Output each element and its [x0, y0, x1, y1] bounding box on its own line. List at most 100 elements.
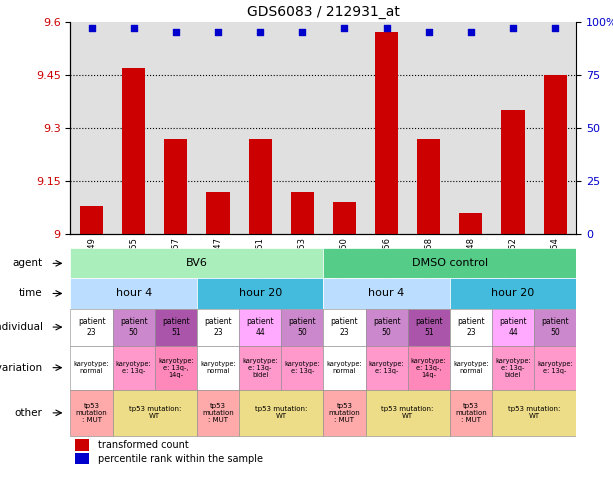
Text: karyotype:
e: 13q-,
14q-: karyotype: e: 13q-, 14q-: [158, 357, 194, 378]
Bar: [197, 309, 239, 346]
Text: percentile rank within the sample: percentile rank within the sample: [98, 454, 263, 464]
Bar: [324, 248, 576, 278]
Bar: [154, 309, 197, 346]
Text: patient
50: patient 50: [120, 317, 148, 337]
Text: agent: agent: [12, 258, 43, 269]
Point: [255, 28, 265, 36]
Text: karyotype:
e: 13q-: karyotype: e: 13q-: [368, 361, 405, 374]
Text: DMSO control: DMSO control: [412, 258, 488, 269]
Bar: [75, 453, 89, 465]
Bar: [544, 75, 567, 234]
Point: [466, 28, 476, 36]
Bar: [417, 139, 440, 234]
Bar: [291, 192, 314, 234]
Bar: [154, 346, 197, 390]
Text: tp53 mutation:
WT: tp53 mutation: WT: [508, 406, 560, 419]
Text: tp53
mutation
: MUT: tp53 mutation : MUT: [455, 403, 487, 423]
Text: tp53
mutation
: MUT: tp53 mutation : MUT: [329, 403, 360, 423]
Point: [550, 24, 560, 32]
Bar: [450, 390, 492, 436]
Point: [424, 28, 433, 36]
Bar: [324, 390, 365, 436]
Bar: [239, 309, 281, 346]
Bar: [534, 22, 576, 234]
Bar: [324, 309, 365, 346]
Bar: [113, 390, 197, 436]
Bar: [70, 278, 197, 309]
Bar: [281, 22, 324, 234]
Bar: [80, 206, 103, 234]
Text: patient
50: patient 50: [289, 317, 316, 337]
Text: hour 20: hour 20: [238, 288, 282, 298]
Text: patient
50: patient 50: [373, 317, 400, 337]
Text: patient
44: patient 44: [499, 317, 527, 337]
Text: time: time: [19, 288, 43, 298]
Text: patient
50: patient 50: [541, 317, 569, 337]
Bar: [164, 139, 188, 234]
Point: [129, 24, 139, 32]
Bar: [70, 248, 324, 278]
Bar: [459, 213, 482, 234]
Bar: [375, 32, 398, 234]
Point: [340, 24, 349, 32]
Text: tp53 mutation:
WT: tp53 mutation: WT: [255, 406, 307, 419]
Point: [297, 28, 307, 36]
Text: tp53 mutation:
WT: tp53 mutation: WT: [381, 406, 434, 419]
Text: patient
23: patient 23: [78, 317, 105, 337]
Text: karyotype:
normal: karyotype: normal: [200, 361, 236, 374]
Text: patient
51: patient 51: [162, 317, 189, 337]
Bar: [154, 22, 197, 234]
Bar: [501, 110, 525, 234]
Bar: [408, 346, 450, 390]
Bar: [113, 346, 154, 390]
Bar: [113, 309, 154, 346]
Text: tp53 mutation:
WT: tp53 mutation: WT: [129, 406, 181, 419]
Bar: [450, 22, 492, 234]
Bar: [492, 390, 576, 436]
Bar: [365, 22, 408, 234]
Bar: [70, 22, 113, 234]
Text: patient
23: patient 23: [204, 317, 232, 337]
Bar: [365, 390, 450, 436]
Bar: [365, 346, 408, 390]
Bar: [333, 202, 356, 234]
Bar: [281, 309, 324, 346]
Bar: [70, 346, 113, 390]
Text: individual: individual: [0, 322, 43, 332]
Text: karyotype:
normal: karyotype: normal: [74, 361, 110, 374]
Text: karyotype:
e: 13q-
bidel: karyotype: e: 13q- bidel: [495, 357, 531, 378]
Bar: [534, 346, 576, 390]
Bar: [113, 22, 154, 234]
Bar: [492, 346, 534, 390]
Bar: [122, 68, 145, 234]
Text: karyotype:
e: 13q-,
14q-: karyotype: e: 13q-, 14q-: [411, 357, 447, 378]
Bar: [492, 309, 534, 346]
Text: karyotype:
normal: karyotype: normal: [327, 361, 362, 374]
Bar: [534, 309, 576, 346]
Text: hour 20: hour 20: [492, 288, 535, 298]
Bar: [197, 22, 239, 234]
Text: patient
51: patient 51: [415, 317, 443, 337]
Bar: [281, 346, 324, 390]
Point: [86, 24, 96, 32]
Bar: [450, 278, 576, 309]
Bar: [408, 309, 450, 346]
Bar: [324, 22, 365, 234]
Bar: [324, 346, 365, 390]
Bar: [239, 390, 324, 436]
Text: genotype/variation: genotype/variation: [0, 363, 43, 373]
Point: [171, 28, 181, 36]
Bar: [197, 346, 239, 390]
Bar: [75, 440, 89, 451]
Bar: [239, 346, 281, 390]
Point: [382, 24, 392, 32]
Text: patient
44: patient 44: [246, 317, 274, 337]
Text: patient
23: patient 23: [330, 317, 358, 337]
Bar: [239, 22, 281, 234]
Text: karyotype:
e: 13q-: karyotype: e: 13q-: [284, 361, 320, 374]
Text: hour 4: hour 4: [116, 288, 152, 298]
Bar: [450, 309, 492, 346]
Bar: [492, 22, 534, 234]
Text: karyotype:
e: 13q-: karyotype: e: 13q-: [537, 361, 573, 374]
Bar: [197, 278, 324, 309]
